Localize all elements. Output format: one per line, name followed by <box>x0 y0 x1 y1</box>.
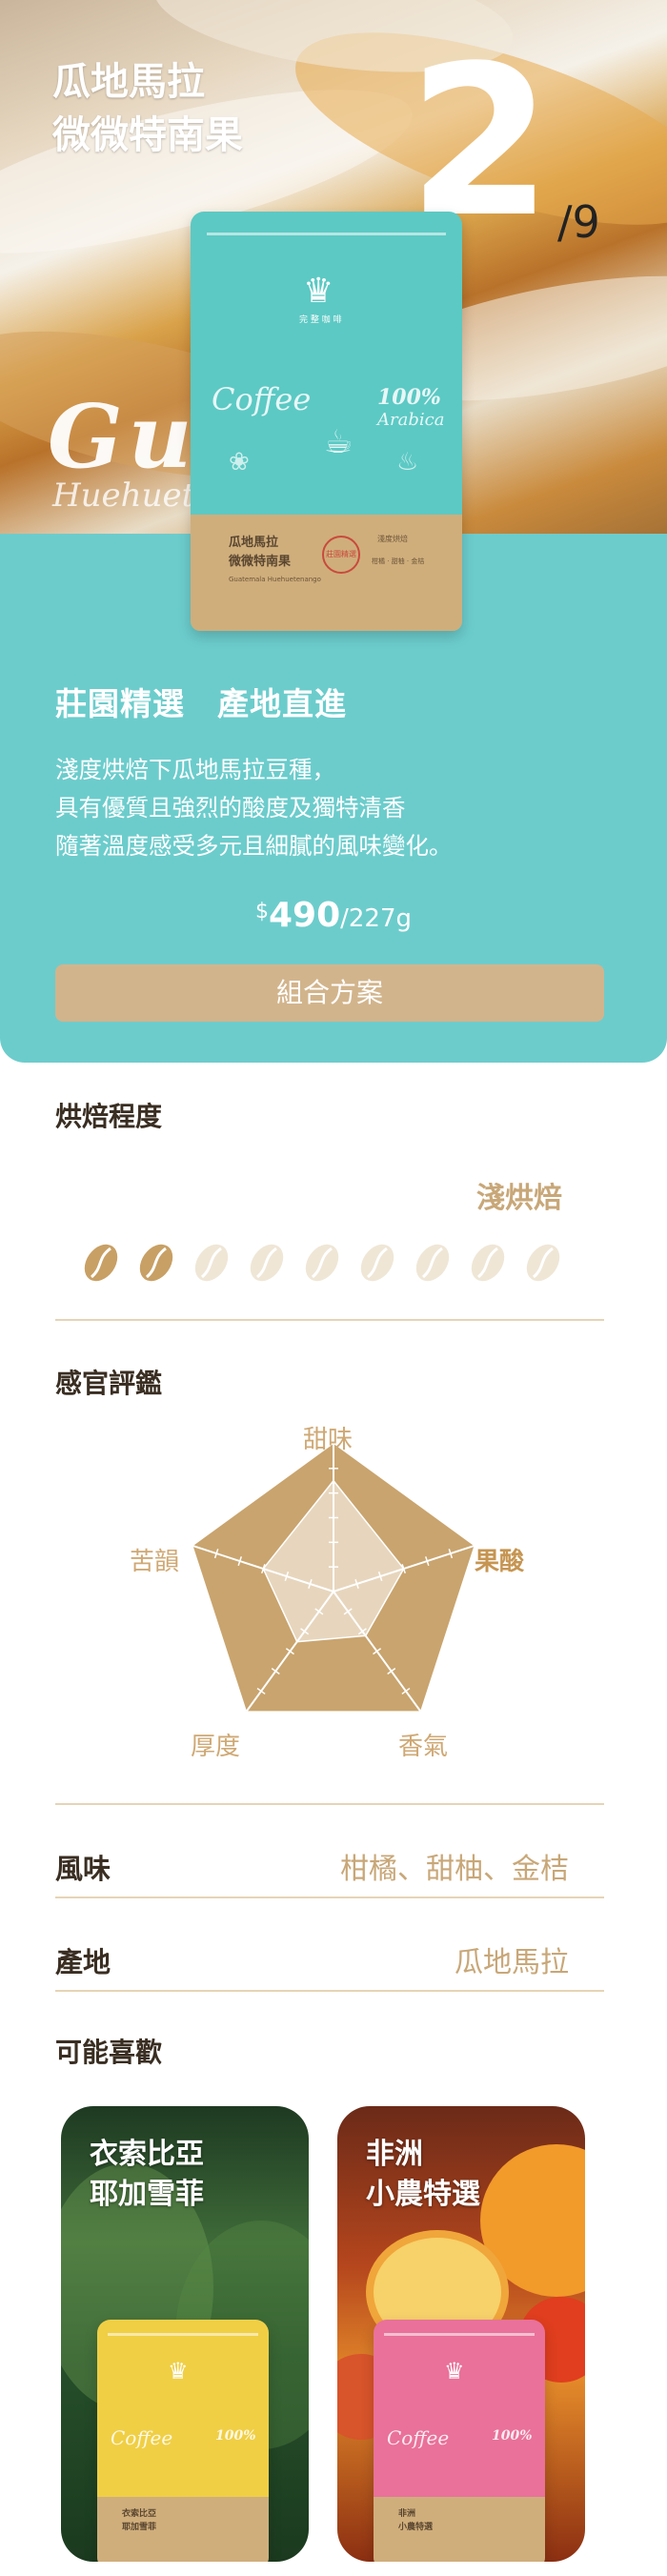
radar-tick <box>401 1687 411 1695</box>
coffee-bean-icon <box>471 1244 505 1282</box>
coffee-bean-icon <box>305 1244 339 1282</box>
tagline: 莊園精選 產地直進 <box>55 685 347 722</box>
radar-tick <box>425 1556 430 1567</box>
bag-coffee-word: Coffee <box>212 381 312 417</box>
radar-tick <box>256 1687 266 1695</box>
product-bag-image: ♛ Coffee 100% 非洲 小農特選 <box>374 2320 545 2562</box>
crown-icon: ♛ <box>303 272 334 311</box>
bag-label-name1: 瓜地馬拉 <box>229 536 279 550</box>
bag-label-name1: 衣索比亞 <box>122 2509 157 2519</box>
coffee-bean-icon <box>360 1244 394 1282</box>
roast-title: 烘焙程度 <box>55 1101 163 1132</box>
radar-tick <box>271 1668 280 1675</box>
bag-stamp-badge: 莊園精選 <box>322 536 360 574</box>
bag-coffee-word: Coffee <box>387 2426 450 2449</box>
radar-label-bitter: 苦韻 <box>130 1548 180 1576</box>
bag-arabica-word: Arabica <box>377 410 445 430</box>
bag-arabica-pct: 100% <box>492 2428 533 2444</box>
section-divider <box>55 1803 604 1805</box>
radar-tick <box>213 1549 219 1559</box>
coffee-bean-icon: ❀ <box>229 448 250 477</box>
flavor-value: 柑橘、甜柚、金桔 <box>340 1853 569 1886</box>
coffee-cup-icon: ♨ <box>396 448 419 477</box>
combo-plan-button[interactable]: 組合方案 <box>55 964 604 1022</box>
crown-icon: ♛ <box>444 2358 465 2384</box>
bag-coffee-word: Coffee <box>111 2426 173 2449</box>
recommend-card-yirgacheffe[interactable]: 衣索比亞 耶加雪菲 ♛ Coffee 100% 衣索比亞 耶加雪菲 <box>61 2106 309 2562</box>
hero-section: 瓜地馬拉 微微特南果 2 /9 Gu ala Huehuet ♛ 完 整 咖 啡… <box>0 0 667 1063</box>
coffee-bean-icon <box>250 1244 284 1282</box>
radar-label-acidity: 果酸 <box>475 1548 525 1576</box>
coffee-cup-icon: ☕ <box>324 423 354 461</box>
slide-total: /9 <box>557 196 600 248</box>
radar-tick <box>285 1648 294 1655</box>
radar-label-body: 厚度 <box>191 1733 241 1761</box>
section-divider <box>55 1990 604 1992</box>
section-divider <box>55 1319 604 1321</box>
origin-label: 產地 <box>55 1946 111 1978</box>
bag-label-name2: 微微特南果 <box>229 555 292 569</box>
price: $490/227g <box>254 896 413 935</box>
roast-level-value: 淺烘焙 <box>476 1182 562 1215</box>
origin-value: 瓜地馬拉 <box>455 1946 569 1979</box>
sensory-title: 感官評鑑 <box>55 1368 163 1399</box>
roast-bean-scale <box>80 1241 576 1285</box>
product-title: 瓜地馬拉 微微特南果 <box>52 59 243 157</box>
coffee-bean-icon <box>415 1244 450 1282</box>
sensory-radar-chart: 甜味 果酸 香氣 厚度 苦韻 <box>0 1401 667 1782</box>
coffee-bean-icon <box>84 1244 118 1282</box>
radar-tick <box>373 1648 382 1655</box>
bag-label-name2: 耶加雪菲 <box>122 2523 157 2532</box>
product-description: 淺度烘焙下瓜地馬拉豆種， 具有優質且強烈的酸度及獨特清香 隨著溫度感受多元且細膩… <box>55 756 453 860</box>
coffee-bean-icon <box>194 1244 229 1282</box>
bag-label-name1: 非洲 <box>398 2509 416 2519</box>
origin-script-subtext: Huehuet <box>52 477 195 515</box>
product-bag-image: ♛ 完 整 咖 啡 Coffee 100% Arabica ☕ ❀ ♨ 瓜地馬拉… <box>191 212 462 631</box>
radar-tick <box>448 1549 454 1559</box>
flavor-label: 風味 <box>55 1853 111 1885</box>
radar-tick <box>237 1556 242 1567</box>
radar-tick <box>387 1668 396 1675</box>
bag-label-en: Guatemala Huehuetenango <box>229 576 321 583</box>
coffee-bean-icon <box>139 1244 173 1282</box>
section-divider <box>55 1897 604 1898</box>
product-bag-image: ♛ Coffee 100% 衣索比亞 耶加雪菲 <box>97 2320 269 2562</box>
recommend-card-title: 非洲 小農特選 <box>366 2138 480 2211</box>
crown-icon: ♛ <box>168 2358 189 2384</box>
radar-score-area <box>262 1479 405 1643</box>
recommend-card-africa[interactable]: 非洲 小農特選 ♛ Coffee 100% 非洲 小農特選 <box>337 2106 585 2562</box>
radar-label-aroma: 香氣 <box>398 1733 449 1761</box>
bag-arabica-pct: 100% <box>215 2428 256 2444</box>
coffee-bean-icon <box>526 1244 560 1282</box>
bag-arabica-pct: 100% <box>377 385 441 410</box>
recommend-title: 可能喜歡 <box>55 2037 163 2068</box>
bag-label-roast: 淺度烘焙 <box>377 535 408 543</box>
recommend-card-title: 衣索比亞 耶加雪菲 <box>90 2138 204 2211</box>
bag-label-tags: 柑橘 · 甜柚 · 金桔 <box>372 558 425 565</box>
radar-svg <box>192 1444 475 1712</box>
bag-label-name2: 小農特選 <box>398 2523 434 2532</box>
bag-brand: 完 整 咖 啡 <box>299 315 342 325</box>
radar-label-sweet: 甜味 <box>303 1426 354 1454</box>
